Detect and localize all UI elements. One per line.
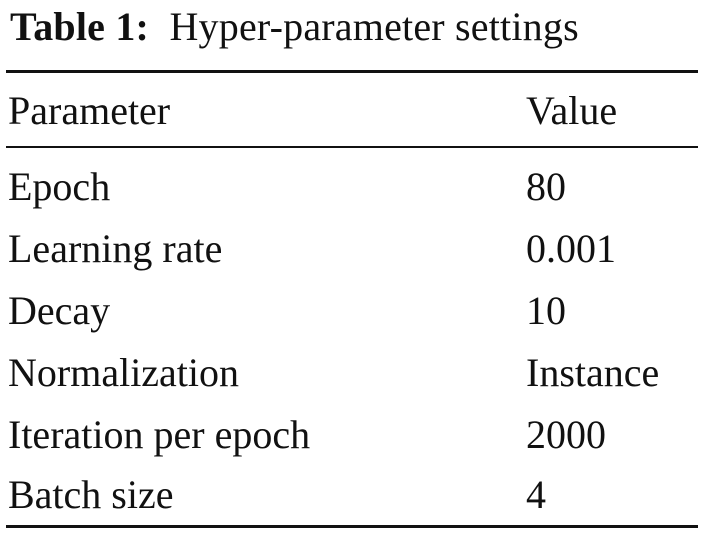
parameter-cell: Epoch — [8, 164, 111, 209]
table-header-row: Parameter Value — [0, 80, 704, 142]
table-header-rule — [6, 146, 698, 148]
table-row: Epoch 80 — [0, 156, 704, 218]
parameter-cell: Learning rate — [8, 226, 223, 271]
table-caption-label: Table 1: — [10, 4, 150, 49]
table-caption-text: Hyper-parameter settings — [169, 4, 579, 49]
parameter-cell: Normalization — [8, 350, 240, 395]
table-caption: Table 1: Hyper-parameter settings — [10, 2, 700, 52]
table-row: Iteration per epoch 2000 — [0, 404, 704, 466]
table-row: Learning rate 0.001 — [0, 218, 704, 280]
header-parameter: Parameter — [8, 88, 171, 133]
table-row: Decay 10 — [0, 280, 704, 342]
value-cell: 0.001 — [526, 226, 616, 271]
table-row: Normalization Instance — [0, 342, 704, 404]
value-cell: 80 — [526, 164, 566, 209]
table-row: Batch size 4 — [0, 464, 704, 526]
parameter-cell: Batch size — [8, 472, 174, 517]
table-top-rule — [6, 70, 698, 73]
value-cell: 4 — [526, 472, 546, 517]
value-cell: Instance — [526, 350, 660, 395]
header-value: Value — [526, 88, 618, 133]
value-cell: 2000 — [526, 412, 606, 457]
parameter-cell: Decay — [8, 288, 111, 333]
parameter-cell: Iteration per epoch — [8, 412, 311, 457]
value-cell: 10 — [526, 288, 566, 333]
table-bottom-rule — [6, 525, 698, 528]
